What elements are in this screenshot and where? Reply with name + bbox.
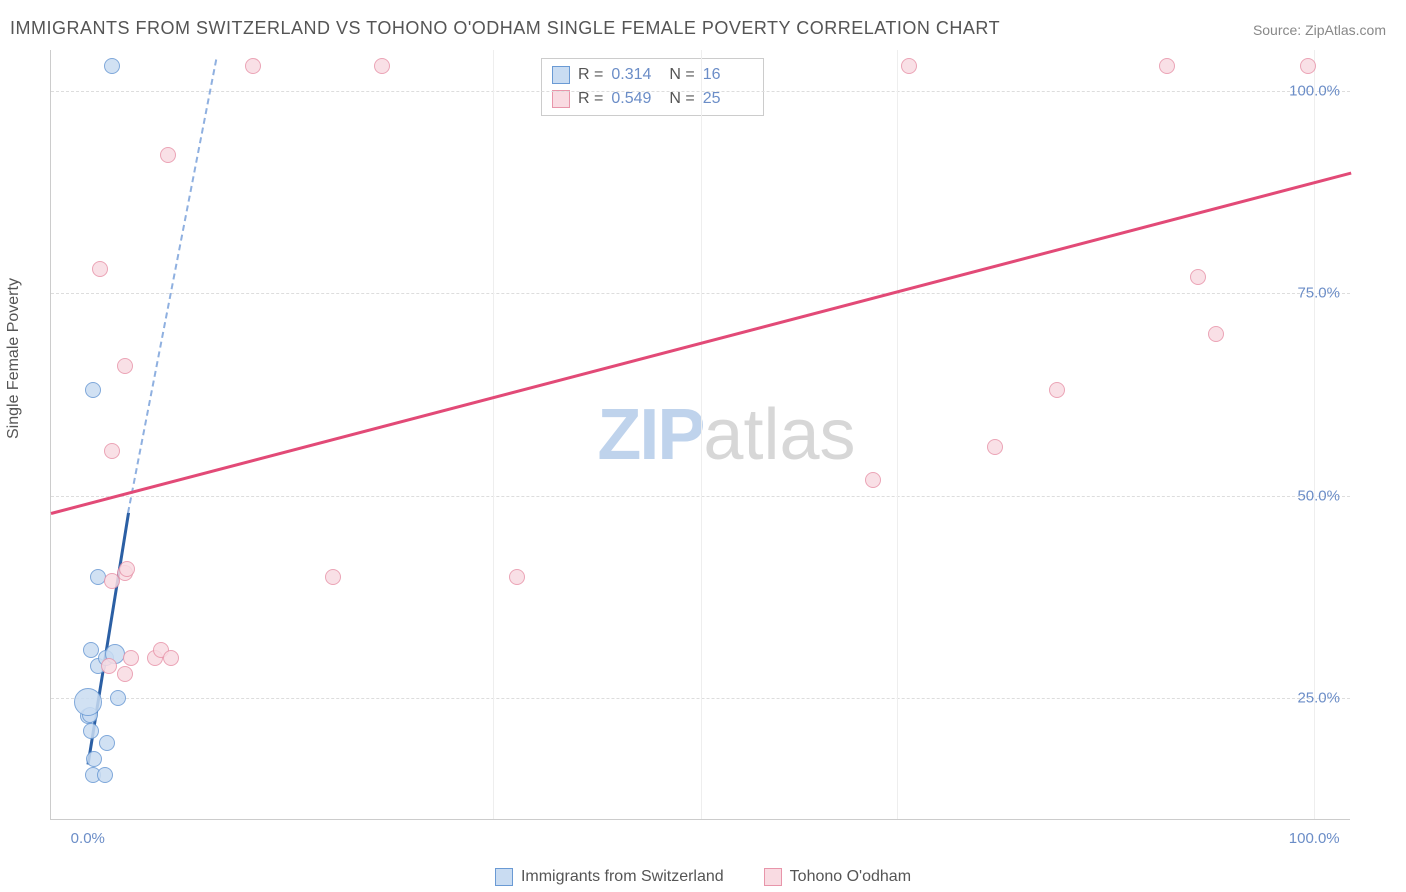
data-point [1159,58,1175,74]
legend-label: Immigrants from Switzerland [521,868,724,886]
watermark-zip: ZIP [597,395,703,475]
source-label: Source: ZipAtlas.com [1253,22,1386,38]
data-point [1049,382,1065,398]
data-point [104,58,120,74]
data-point [86,751,102,767]
stat-r-label: R = [578,63,603,87]
ytick-label: 75.0% [1297,285,1340,302]
data-point [117,666,133,682]
legend-item: Immigrants from Switzerland [495,868,724,886]
data-point [92,261,108,277]
bottom-legend: Immigrants from Switzerland Tohono O'odha… [0,868,1406,886]
gridline-v [897,50,898,819]
stats-row: R = 0.314 N = 16 [552,63,753,87]
data-point [83,642,99,658]
data-point [85,382,101,398]
data-point [901,58,917,74]
data-point [123,650,139,666]
legend-swatch [552,90,570,108]
data-point [117,358,133,374]
data-point [97,767,113,783]
legend-swatch [764,868,782,886]
data-point [74,688,102,716]
stat-n-value: 16 [703,63,753,87]
data-point [119,561,135,577]
data-point [509,569,525,585]
chart-container: IMMIGRANTS FROM SWITZERLAND VS TOHONO O'… [0,0,1406,892]
data-point [110,690,126,706]
ytick-label: 25.0% [1297,690,1340,707]
legend-label: Tohono O'odham [790,868,911,886]
data-point [101,658,117,674]
gridline-v [1314,50,1315,819]
data-point [83,723,99,739]
data-point [865,472,881,488]
ytick-label: 50.0% [1297,487,1340,504]
stat-r-value: 0.314 [611,63,661,87]
legend-item: Tohono O'odham [764,868,911,886]
data-point [1190,269,1206,285]
xtick-label: 0.0% [71,830,105,847]
data-point [374,58,390,74]
data-point [325,569,341,585]
gridline-v [701,50,702,819]
data-point [987,439,1003,455]
stat-n-label: N = [669,63,694,87]
stats-legend-box: R =0.314N =16R =0.549N =25 [541,58,764,116]
data-point [99,735,115,751]
xtick-label: 100.0% [1289,830,1340,847]
y-axis-label: Single Female Poverty [5,278,23,439]
watermark-atlas: atlas [703,395,855,475]
data-point [1208,326,1224,342]
data-point [163,650,179,666]
data-point [104,443,120,459]
plot-area: ZIPatlas R =0.314N =16R =0.549N =25 25.0… [50,50,1350,820]
data-point [160,147,176,163]
data-point [90,569,106,585]
chart-title: IMMIGRANTS FROM SWITZERLAND VS TOHONO O'… [10,18,1000,39]
watermark: ZIPatlas [597,394,855,476]
legend-swatch [552,66,570,84]
trend-line-dashed [127,59,217,513]
legend-swatch [495,868,513,886]
data-point [1300,58,1316,74]
data-point [245,58,261,74]
gridline-v [493,50,494,819]
